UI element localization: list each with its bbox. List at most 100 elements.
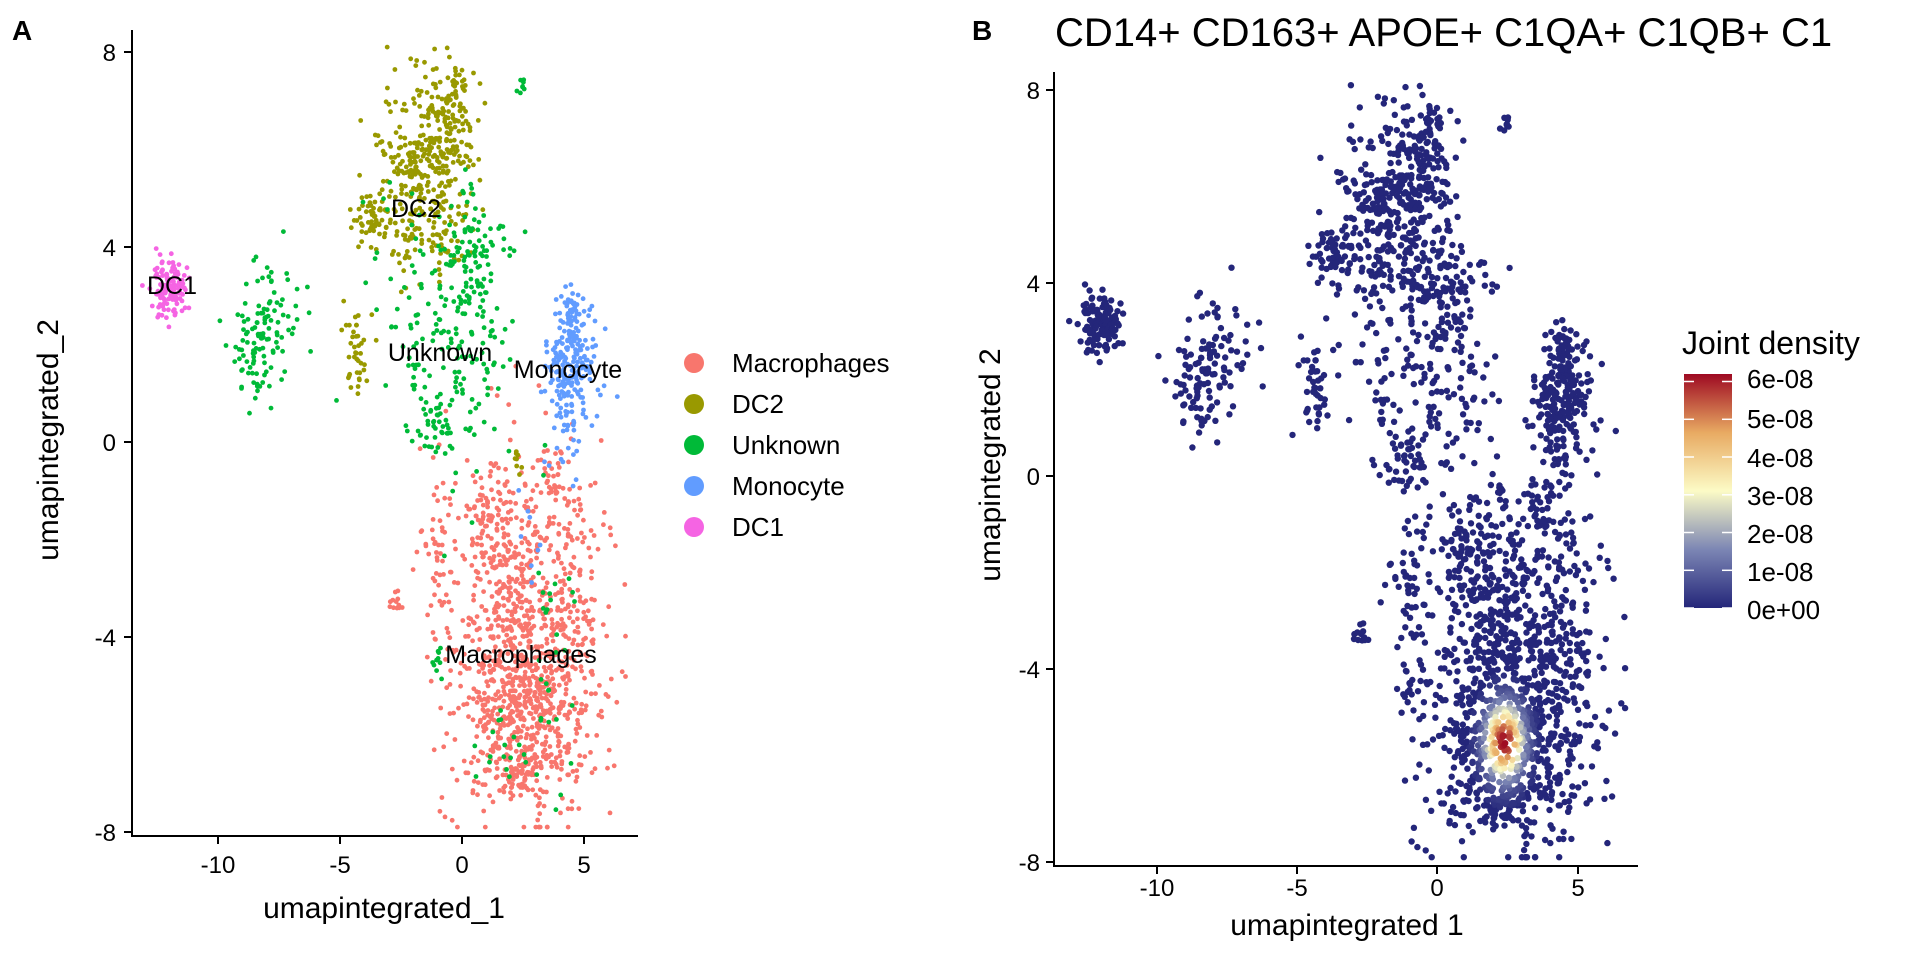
umap-point bbox=[443, 408, 449, 414]
umap-point bbox=[464, 701, 470, 707]
density-point bbox=[1583, 601, 1590, 608]
density-point bbox=[1434, 649, 1442, 656]
umap-point bbox=[590, 617, 596, 623]
umap-point bbox=[480, 493, 485, 498]
density-point bbox=[1599, 722, 1606, 729]
umap-point bbox=[430, 138, 436, 143]
umap-point bbox=[480, 666, 485, 671]
umap-point bbox=[440, 480, 446, 486]
density-point bbox=[1553, 319, 1560, 326]
umap-point bbox=[531, 765, 537, 770]
umap-point bbox=[445, 345, 451, 350]
umap-point bbox=[398, 289, 404, 295]
umap-point bbox=[396, 152, 401, 158]
density-point bbox=[1426, 513, 1433, 520]
density-point bbox=[1105, 336, 1113, 343]
umap-point bbox=[399, 186, 405, 192]
umap-point bbox=[500, 618, 506, 623]
umap-point bbox=[481, 562, 487, 568]
umap-point bbox=[471, 217, 477, 223]
umap-point bbox=[473, 260, 479, 265]
x-tick-label: 0 bbox=[455, 852, 468, 879]
umap-point bbox=[581, 637, 586, 642]
density-point bbox=[1419, 91, 1426, 99]
density-point bbox=[1232, 306, 1239, 313]
umap-point bbox=[528, 496, 534, 502]
umap-point bbox=[281, 229, 286, 235]
umap-point bbox=[387, 604, 393, 610]
umap-point bbox=[517, 472, 522, 477]
umap-point bbox=[483, 608, 489, 613]
umap-point bbox=[402, 135, 408, 141]
umap-point bbox=[444, 147, 450, 152]
density-point bbox=[1477, 524, 1484, 531]
umap-point bbox=[492, 360, 497, 366]
density-point bbox=[1561, 695, 1568, 702]
density-point bbox=[1440, 800, 1448, 807]
umap-point bbox=[484, 248, 490, 254]
density-point bbox=[1088, 294, 1096, 301]
umap-point bbox=[464, 203, 469, 209]
umap-point bbox=[400, 344, 406, 350]
umap-point bbox=[510, 647, 515, 652]
density-point bbox=[1547, 429, 1554, 437]
umap-point bbox=[494, 393, 500, 398]
density-point bbox=[1424, 174, 1432, 181]
umap-point bbox=[565, 716, 571, 721]
umap-point bbox=[358, 351, 363, 356]
umap-point bbox=[237, 356, 242, 362]
umap-point bbox=[490, 696, 495, 702]
umap-point bbox=[527, 681, 533, 686]
density-point bbox=[1560, 828, 1567, 835]
umap-point bbox=[534, 697, 539, 703]
umap-point bbox=[485, 720, 491, 726]
umap-point bbox=[540, 575, 546, 581]
umap-point bbox=[153, 246, 159, 252]
umap-point bbox=[513, 544, 519, 550]
umap-point bbox=[558, 294, 564, 299]
umap-point bbox=[579, 365, 585, 371]
density-point bbox=[1454, 668, 1461, 675]
umap-point bbox=[566, 636, 572, 641]
umap-point bbox=[566, 389, 571, 395]
density-point bbox=[1445, 552, 1452, 559]
umap-point bbox=[412, 101, 417, 106]
density-point bbox=[1539, 506, 1546, 514]
density-point bbox=[1401, 260, 1408, 267]
umap-point bbox=[565, 672, 571, 678]
density-point bbox=[1408, 307, 1415, 314]
umap-point bbox=[601, 522, 606, 528]
density-point bbox=[1338, 266, 1346, 274]
umap-point bbox=[550, 521, 556, 526]
umap-point bbox=[436, 243, 441, 249]
umap-point bbox=[568, 655, 574, 661]
umap-point bbox=[456, 294, 462, 300]
umap-point bbox=[557, 749, 563, 754]
umap-point bbox=[414, 340, 419, 346]
umap-point bbox=[470, 638, 475, 644]
umap-point bbox=[475, 118, 481, 123]
density-point bbox=[1557, 519, 1565, 526]
density-point bbox=[1306, 260, 1313, 268]
umap-point bbox=[392, 220, 398, 226]
umap-point bbox=[394, 233, 399, 238]
umap-point bbox=[380, 178, 386, 184]
density-point bbox=[1341, 175, 1349, 182]
umap-point bbox=[523, 759, 529, 765]
umap-point bbox=[588, 359, 594, 365]
umap-point bbox=[472, 583, 478, 588]
umap-point bbox=[501, 684, 506, 690]
umap-point bbox=[571, 418, 576, 424]
umap-point bbox=[251, 340, 257, 346]
density-point bbox=[1412, 603, 1419, 611]
umap-point bbox=[510, 688, 515, 694]
umap-point bbox=[404, 249, 410, 254]
umap-point bbox=[388, 217, 393, 223]
umap-point bbox=[354, 350, 359, 356]
umap-point bbox=[359, 195, 365, 201]
density-point bbox=[1357, 256, 1364, 263]
umap-point bbox=[414, 58, 420, 63]
density-point bbox=[1451, 645, 1458, 652]
density-point bbox=[1317, 385, 1324, 392]
y-tick-label: -4 bbox=[95, 625, 116, 652]
